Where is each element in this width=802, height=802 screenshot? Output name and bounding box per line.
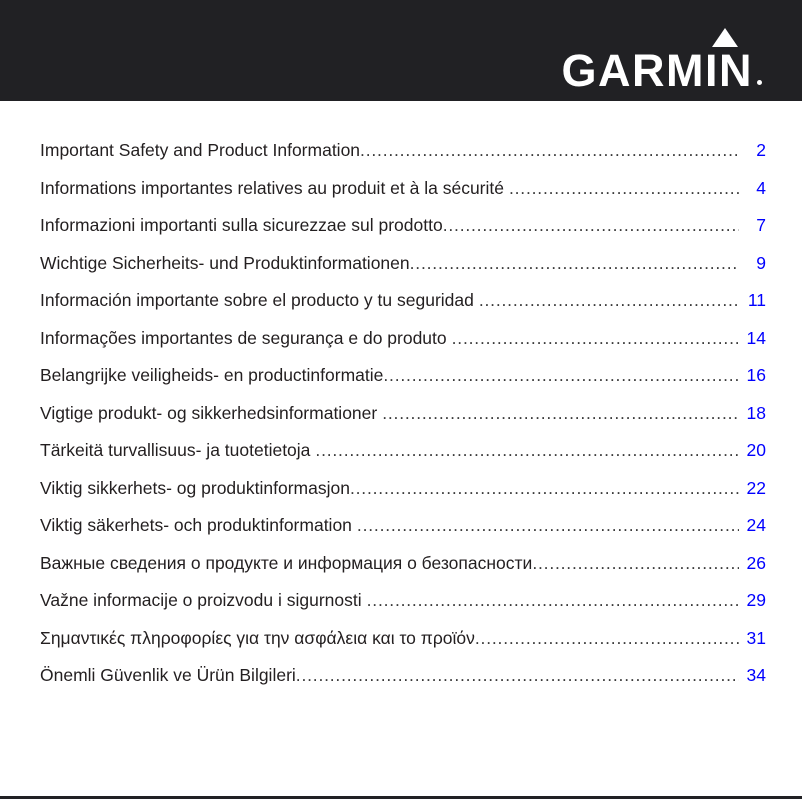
toc-page-number[interactable]: 24 [746, 515, 766, 535]
toc-dot-leader [474, 290, 739, 311]
toc-entry-title: Vigtige produkt- og sikkerhedsinformatio… [40, 402, 378, 423]
toc-entry-title: Wichtige Sicherheits- und Produktinforma… [40, 252, 410, 273]
toc-page-number[interactable]: 9 [756, 252, 766, 273]
toc-entry-title: Viktig sikkerhets- og produktinformasjon [40, 477, 350, 498]
garmin-logo: GARMIN [561, 28, 762, 96]
toc-dot-leader [447, 328, 739, 349]
toc-page-number[interactable]: 31 [746, 627, 766, 648]
toc-dot-leader [377, 403, 739, 424]
toc-entry[interactable]: Important Safety and Product Information… [40, 140, 766, 178]
toc-entry-title: Σημαντικές πληροφορίες για την ασφάλεια … [40, 627, 475, 648]
toc-page-number[interactable]: 7 [756, 215, 766, 235]
toc-dot-leader [360, 140, 739, 161]
toc-page-number[interactable]: 22 [746, 477, 766, 498]
toc-dot-leader [362, 590, 739, 611]
toc-entry[interactable]: Información importante sobre el producto… [40, 290, 766, 328]
toc-entry-title: Informações importantes de segurança e d… [40, 327, 447, 348]
toc-page-number[interactable]: 18 [746, 402, 766, 423]
toc-entry[interactable]: Tärkeitä turvallisuus- ja tuotetietoja 20 [40, 440, 766, 478]
toc-entry[interactable]: Важные сведения о продукте и информация … [40, 553, 766, 591]
garmin-triangle-icon [711, 28, 738, 47]
toc-page-number[interactable]: 14 [746, 327, 766, 348]
toc-entry-title: Informazioni importanti sulla sicurezzae… [40, 215, 443, 235]
header-band: GARMIN [0, 0, 802, 101]
toc-page-number[interactable]: 20 [746, 440, 766, 460]
toc-entry-title: Viktig säkerhets- och produktinformation [40, 515, 352, 535]
toc-entry[interactable]: Belangrijke veiligheids- en productinfor… [40, 365, 766, 403]
toc-entry[interactable]: Σημαντικές πληροφορίες για την ασφάλεια … [40, 628, 766, 666]
toc-entry[interactable]: Viktig säkerhets- och produktinformation… [40, 515, 766, 553]
toc-entry-title: Važne informacije o proizvodu i sigurnos… [40, 590, 362, 610]
table-of-contents: Important Safety and Product Information… [40, 140, 766, 703]
bottom-rule [0, 796, 802, 799]
toc-entry[interactable]: Viktig sikkerhets- og produktinformasjon… [40, 478, 766, 516]
toc-page-number[interactable]: 34 [746, 665, 766, 685]
toc-page-number[interactable]: 29 [746, 590, 766, 610]
toc-entry-title: Önemli Güvenlik ve Ürün Bilgileri [40, 665, 296, 685]
toc-entry-title: Información importante sobre el producto… [40, 290, 474, 310]
toc-entry[interactable]: Informations importantes relatives au pr… [40, 178, 766, 216]
toc-page-number[interactable]: 2 [756, 140, 766, 160]
toc-entry-title: Tärkeitä turvallisuus- ja tuotetietoja [40, 440, 311, 460]
toc-dot-leader [383, 365, 739, 386]
toc-dot-leader [352, 515, 739, 536]
toc-entry[interactable]: Önemli Güvenlik ve Ürün Bilgileri 34 [40, 665, 766, 703]
toc-dot-leader [504, 178, 739, 199]
toc-page-number[interactable]: 26 [746, 552, 766, 573]
registered-trademark-dot-icon [757, 80, 762, 85]
toc-page-number[interactable]: 16 [746, 365, 766, 385]
garmin-wordmark: GARMIN [561, 45, 753, 96]
toc-page-number[interactable]: 11 [747, 290, 766, 310]
toc-entry[interactable]: Vigtige produkt- og sikkerhedsinformatio… [40, 403, 766, 441]
toc-entry-title: Важные сведения о продукте и информация … [40, 552, 533, 573]
toc-dot-leader [310, 440, 739, 461]
toc-dot-leader [532, 553, 739, 574]
toc-dot-leader [350, 478, 739, 499]
toc-dot-leader [443, 215, 739, 236]
toc-dot-leader [410, 253, 739, 274]
toc-entry[interactable]: Informações importantes de segurança e d… [40, 328, 766, 366]
toc-page-number[interactable]: 4 [756, 177, 766, 198]
toc-dot-leader [475, 628, 739, 649]
toc-dot-leader [296, 665, 739, 686]
toc-entry-title: Important Safety and Product Information [40, 140, 361, 160]
toc-entry-title: Informations importantes relatives au pr… [40, 177, 504, 198]
toc-entry[interactable]: Informazioni importanti sulla sicurezzae… [40, 215, 766, 253]
toc-entry[interactable]: Wichtige Sicherheits- und Produktinforma… [40, 253, 766, 291]
toc-entry-title: Belangrijke veiligheids- en productinfor… [40, 365, 384, 385]
toc-entry[interactable]: Važne informacije o proizvodu i sigurnos… [40, 590, 766, 628]
